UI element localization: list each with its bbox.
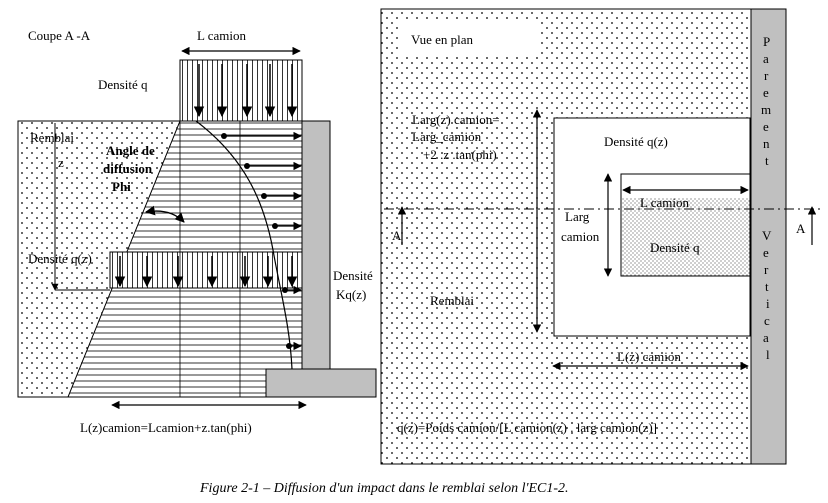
svg-text:P: P (763, 34, 770, 49)
width-formula-line1: Larg(z) camion= (412, 112, 500, 127)
width-formula-line3: +2 .z .tan(phi) (423, 147, 497, 162)
section-marker-right: A (796, 221, 806, 236)
truck-length-label: L camion (197, 28, 246, 43)
angle-label-line3: Phi (112, 179, 131, 194)
spread-formula-label: L(z)camion=Lcamion+z.tan(phi) (80, 420, 252, 435)
backfill-label: Remblai (30, 130, 74, 145)
angle-label-line1: Angle de (106, 143, 155, 158)
width-formula-line2: Larg_camion (412, 129, 482, 144)
load-formula-label: q(z)=Poids camion/[L camion(z) . larg ca… (397, 420, 657, 435)
spread-length-label-plan: L(z) camion (617, 349, 681, 364)
depth-symbol: z (58, 155, 64, 170)
svg-text:e: e (763, 85, 769, 100)
depth-load-hatch (110, 252, 302, 288)
section-title: Coupe A -A (28, 28, 91, 43)
svg-text:m: m (761, 102, 771, 117)
lateral-density-label-2: Kq(z) (336, 287, 366, 302)
svg-text:r: r (764, 68, 769, 83)
section-view: Coupe A -A L camion Densité q Remblai z … (17, 28, 377, 435)
svg-text:r: r (764, 262, 769, 277)
svg-text:V: V (762, 228, 772, 243)
lateral-pressure-curve (195, 120, 293, 370)
svg-text:e: e (763, 245, 769, 260)
truck-load-arrows (193, 64, 298, 118)
density-depth-label-plan: Densité q(z) (604, 134, 668, 149)
svg-text:t: t (765, 279, 769, 294)
angle-arc-arrow (145, 205, 185, 223)
truck-width-label-2: camion (561, 229, 600, 244)
vertical-wall (750, 8, 787, 465)
pressure-points (221, 133, 292, 349)
wall-footing (265, 368, 377, 398)
lateral-density-label-1: Densité (333, 268, 373, 283)
svg-text:a: a (763, 330, 769, 345)
svg-text:e: e (763, 119, 769, 134)
truck-length-label-plan: L camion (640, 195, 689, 210)
plan-view: Vue en plan Larg(z) camion= Larg_camion … (380, 8, 820, 465)
svg-text:c: c (764, 313, 770, 328)
density-top-label: Densité q (98, 77, 148, 92)
figure-caption: Figure 2-1 – Diffusion d'un impact dans … (199, 481, 569, 496)
plan-title: Vue en plan (411, 32, 474, 47)
density-top-label-plan: Densité q (650, 240, 700, 255)
svg-text:t: t (765, 153, 769, 168)
svg-text:a: a (763, 51, 769, 66)
depth-load-arrows (114, 256, 298, 288)
svg-text:n: n (763, 136, 770, 151)
density-depth-label: Densité q(z) (28, 251, 92, 266)
truck-width-label-1: Larg (565, 209, 590, 224)
svg-text:i: i (766, 296, 770, 311)
retaining-wall (301, 120, 331, 370)
section-marker-left: A (392, 228, 402, 243)
svg-text:l: l (766, 347, 770, 362)
backfill-label-plan: Remblai (430, 293, 474, 308)
wall-vertical-label: P a r e m e n t V e r t i c a l (761, 34, 772, 362)
angle-label-line2: diffusion (103, 161, 153, 176)
